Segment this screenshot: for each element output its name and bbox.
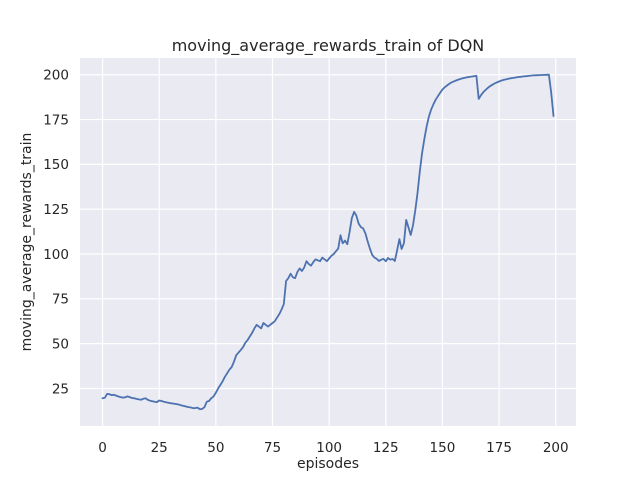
- y-tick-label: 25: [52, 381, 69, 397]
- y-tick-label: 175: [43, 112, 69, 128]
- x-tick-label: 100: [316, 440, 342, 456]
- x-tick-label: 0: [98, 440, 107, 456]
- y-tick-label: 150: [43, 157, 69, 173]
- y-axis-label: moving_average_rewards_train: [19, 132, 35, 352]
- x-tick-label: 175: [486, 440, 512, 456]
- x-tick-label: 125: [373, 440, 399, 456]
- y-tick-label: 75: [52, 292, 69, 308]
- x-tick-label: 200: [543, 440, 569, 456]
- chart-title: moving_average_rewards_train of DQN: [171, 36, 485, 55]
- y-tick-label: 125: [43, 202, 69, 218]
- x-axis-label: episodes: [296, 456, 360, 472]
- y-tick-label: 100: [43, 247, 69, 263]
- x-tick-label: 75: [264, 440, 281, 456]
- series-line: [101, 73, 555, 411]
- x-tick-label: 25: [151, 440, 168, 456]
- x-tick-label: 150: [430, 440, 456, 456]
- x-tick-label: 50: [207, 440, 224, 456]
- y-tick-label: 50: [52, 336, 69, 352]
- plot-area: [80, 58, 576, 426]
- y-tick-label: 200: [43, 68, 69, 84]
